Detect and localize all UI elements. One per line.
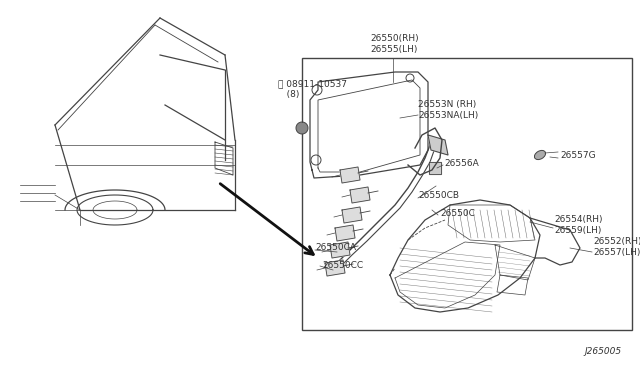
Text: 26550CC: 26550CC — [322, 262, 363, 270]
Text: 26550CA: 26550CA — [315, 244, 356, 253]
Polygon shape — [342, 207, 362, 223]
Polygon shape — [428, 135, 448, 155]
Text: 26550CB: 26550CB — [418, 192, 459, 201]
Text: Ⓝ 08911-10537
   (8): Ⓝ 08911-10537 (8) — [278, 79, 347, 99]
Polygon shape — [325, 260, 345, 276]
Text: 26553N (RH)
26553NA(LH): 26553N (RH) 26553NA(LH) — [418, 100, 478, 120]
Bar — [302, 58, 632, 330]
Polygon shape — [350, 187, 370, 203]
Polygon shape — [340, 167, 360, 183]
Circle shape — [296, 122, 308, 134]
Ellipse shape — [534, 150, 545, 160]
Text: 26550(RH)
26555(LH): 26550(RH) 26555(LH) — [370, 34, 419, 54]
Text: 26552(RH)
26557(LH): 26552(RH) 26557(LH) — [593, 237, 640, 257]
Polygon shape — [330, 242, 350, 258]
Text: J265005: J265005 — [585, 347, 622, 356]
Text: 26550C: 26550C — [440, 209, 475, 218]
Polygon shape — [429, 162, 441, 174]
Polygon shape — [335, 225, 355, 241]
Text: 26554(RH)
26559(LH): 26554(RH) 26559(LH) — [554, 215, 602, 235]
Text: 26556A: 26556A — [444, 158, 479, 167]
Text: 26557G: 26557G — [560, 151, 596, 160]
